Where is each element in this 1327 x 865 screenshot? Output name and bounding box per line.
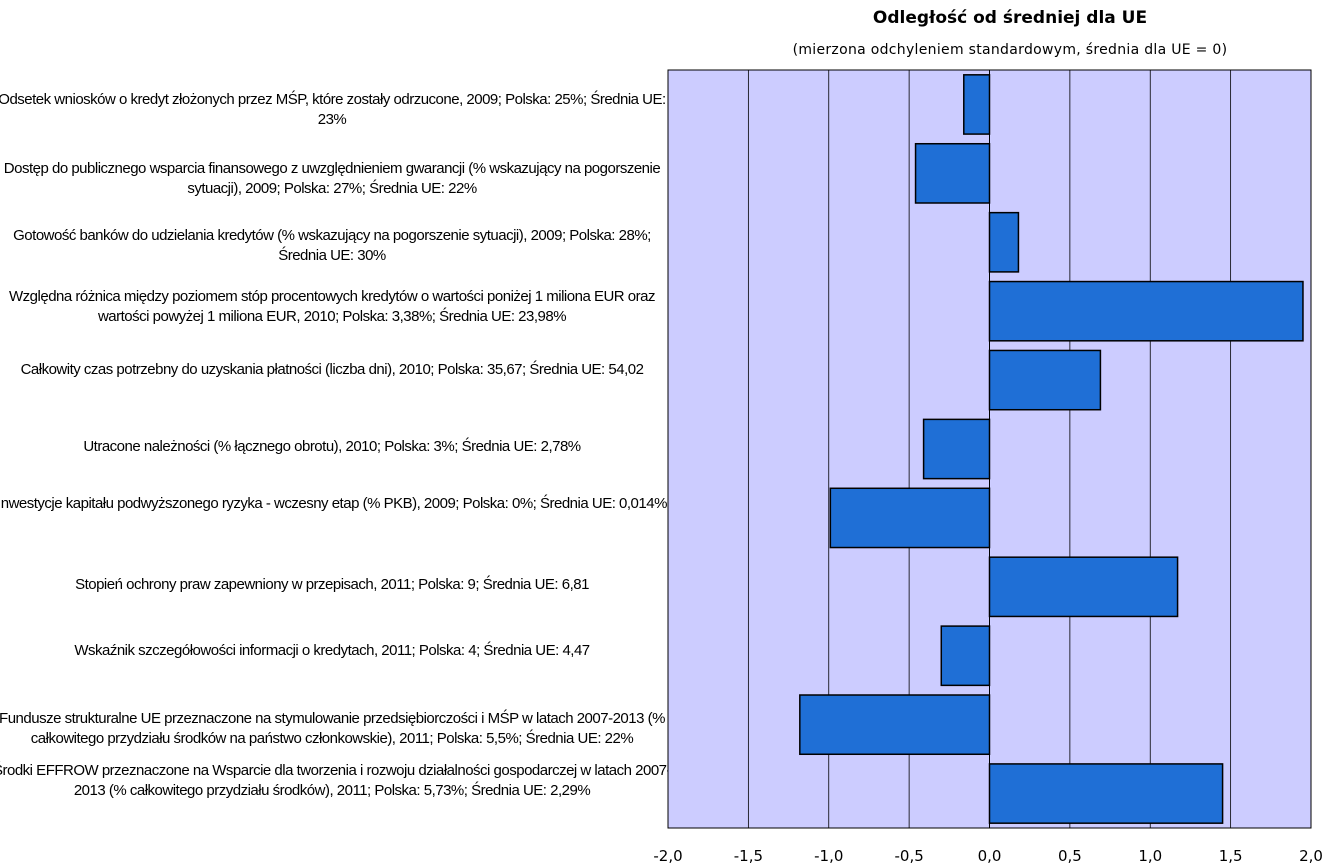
bar [963,74,991,135]
category-label: Inwestycje kapitału podwyższonego ryzyka… [0,495,667,512]
x-tick-label: 2,0 [1299,847,1323,865]
category-label: Stopień ochrony praw zapewniony w przepi… [75,576,589,593]
chart-subtitle: (mierzona odchyleniem standardowym, śred… [792,42,1228,58]
bar [829,487,991,549]
category-label: Utracone należności (% łącznego obrotu),… [83,438,581,455]
x-tick-label: -1,5 [734,847,763,865]
category-label: Odsetek wniosków o kredyt złożonych prze… [0,91,666,128]
category-label: Wskaźnik szczegółowości informacji o kre… [74,642,590,659]
category-label: Środki EFFROW przeznaczone na Wsparcie d… [0,762,672,799]
bar [988,280,1304,342]
bar [988,211,1020,273]
category-label: Fundusze strukturalne UE przeznaczone na… [0,710,665,747]
category-label: Dostęp do publicznego wsparcia finansowe… [3,160,661,197]
bar [799,694,991,756]
category-label: Względna różnica między poziomem stóp pr… [9,288,655,325]
bar [940,625,991,687]
bar [988,349,1102,411]
x-tick-label: -1,0 [814,847,843,865]
x-tick-label: 1,5 [1219,847,1243,865]
category-label: Gotowość banków do udzielania kredytów (… [13,227,651,264]
x-tick-label: -0,5 [894,847,923,865]
bar [988,556,1179,618]
chart-title: Odległość od średniej dla UE [872,8,1148,28]
x-tick-label: 0,5 [1058,847,1082,865]
x-tick-label: 1,0 [1138,847,1162,865]
bar [922,418,991,480]
x-tick-label: 0,0 [978,847,1002,865]
x-tick-label: -2,0 [653,847,682,865]
bar [914,142,991,204]
bar [988,763,1224,824]
category-label: Całkowity czas potrzebny do uzyskania pł… [20,361,644,378]
